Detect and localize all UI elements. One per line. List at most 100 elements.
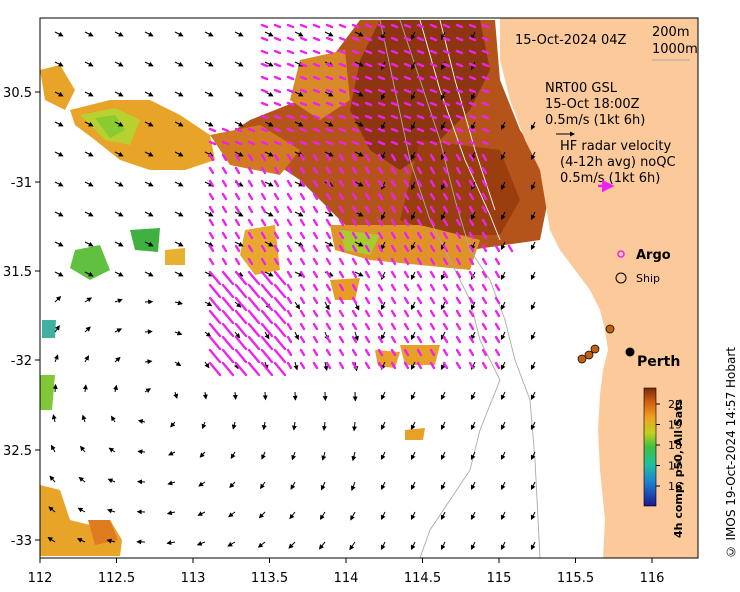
gsl-arrow <box>144 121 154 127</box>
hf-arrow <box>299 192 306 201</box>
gsl-arrow <box>380 451 386 461</box>
gsl-arrow <box>470 511 476 521</box>
gsl-arrow <box>144 181 154 187</box>
hf-arrow <box>286 192 293 201</box>
hf-arrow <box>299 296 306 305</box>
hf-arrow <box>403 88 412 94</box>
hf-arrow <box>455 23 464 29</box>
hf-arrow <box>481 309 488 318</box>
gsl-arrow <box>470 481 476 491</box>
hf-arrow <box>416 257 423 266</box>
gsl-arrow <box>380 541 386 551</box>
ship-legend-label: Ship <box>636 272 660 285</box>
hf-arrow <box>260 348 274 364</box>
hf-arrow <box>377 36 386 42</box>
x-tick-label: 113 <box>181 571 206 586</box>
gsl-arrow <box>113 384 118 393</box>
gsl-arrow <box>137 449 146 455</box>
hf-arrow <box>481 257 488 266</box>
hf-arrow <box>221 361 235 377</box>
hf-arrow <box>221 348 235 364</box>
gsl-arrow <box>54 121 64 127</box>
hf-arrow <box>338 283 345 292</box>
hf-arrow <box>260 62 269 68</box>
gsl-arrow <box>144 211 154 217</box>
hf-arrow <box>455 244 462 253</box>
hf-arrow <box>403 49 412 55</box>
hf-arrow <box>221 244 228 253</box>
perth-marker <box>625 347 635 357</box>
hf-arrow <box>286 49 295 55</box>
gsl-arrow <box>470 451 476 461</box>
hf-arrow <box>312 114 321 120</box>
colorbar-tick-label: 18 <box>668 439 682 452</box>
hf-arrow <box>377 309 384 318</box>
hf-arrow <box>468 218 475 227</box>
hf-arrow <box>351 257 358 266</box>
gsl-arrow <box>204 211 214 217</box>
hf-arrow <box>429 348 436 357</box>
hf-arrow <box>273 309 287 325</box>
hf-arrow <box>286 140 295 146</box>
hf-arrow <box>221 192 228 201</box>
gsl-arrow <box>324 151 334 157</box>
gsl-arrow <box>166 510 176 516</box>
credit-text: © IMOS 19-Oct-2024 14:57 Hobart <box>724 346 738 558</box>
gsl-arrow <box>114 181 124 187</box>
hf-arrow <box>221 283 235 299</box>
hf-arrow <box>468 49 477 55</box>
hf-arrow <box>299 166 306 175</box>
gsl-arrow <box>144 271 154 277</box>
hf-arrow <box>312 153 319 162</box>
gsl-arrow <box>174 121 184 127</box>
hf-arrow <box>377 205 384 214</box>
gsl-arrow <box>111 415 116 423</box>
x-tick-label: 114.5 <box>404 571 441 586</box>
hf-arrow <box>416 75 425 81</box>
hf-arrow <box>286 88 295 94</box>
hf-arrow <box>455 36 464 42</box>
hf-arrow <box>377 23 386 29</box>
gsl-arrow <box>174 330 183 336</box>
gsl-arrow <box>294 271 304 277</box>
hf-arrow <box>234 283 248 299</box>
gsl-arrow <box>106 508 116 514</box>
gsl-arrow <box>230 451 236 459</box>
gsl-arrow <box>530 481 536 491</box>
hf-arrow <box>494 257 501 266</box>
hf-arrow <box>312 218 319 227</box>
gsl-arrow <box>51 444 56 453</box>
hf-arrow <box>286 218 293 227</box>
gsl-arrow <box>470 91 476 101</box>
hf-label-line1: HF radar velocity <box>560 139 672 154</box>
hf-arrow <box>442 244 449 253</box>
hf-arrow <box>338 23 347 29</box>
gsl-arrow <box>500 541 506 551</box>
hf-arrow <box>377 153 384 162</box>
hf-arrow <box>468 114 477 120</box>
hf-arrow <box>429 127 438 133</box>
hf-arrow <box>442 231 449 240</box>
gsl-arrow <box>500 391 506 401</box>
hf-arrow <box>351 166 358 175</box>
hf-arrow <box>312 140 321 146</box>
gsl-arrow <box>410 31 416 41</box>
hf-arrow <box>377 75 386 81</box>
hf-arrow <box>494 283 501 292</box>
hf-arrow <box>390 205 397 214</box>
hf-arrow <box>481 231 488 240</box>
hf-arrow <box>221 205 228 214</box>
hf-arrow <box>442 348 449 357</box>
hf-arrow <box>338 270 345 279</box>
hf-arrow <box>325 23 334 29</box>
hf-arrow <box>221 309 235 325</box>
hf-arrow <box>351 153 358 162</box>
gsl-arrow <box>78 476 86 483</box>
hf-arrow <box>416 296 423 305</box>
hf-arrow <box>455 179 462 188</box>
gsl-arrow <box>290 481 296 490</box>
gsl-arrow <box>54 241 64 247</box>
hf-arrow <box>351 101 360 107</box>
gsl-arrow <box>80 445 86 453</box>
